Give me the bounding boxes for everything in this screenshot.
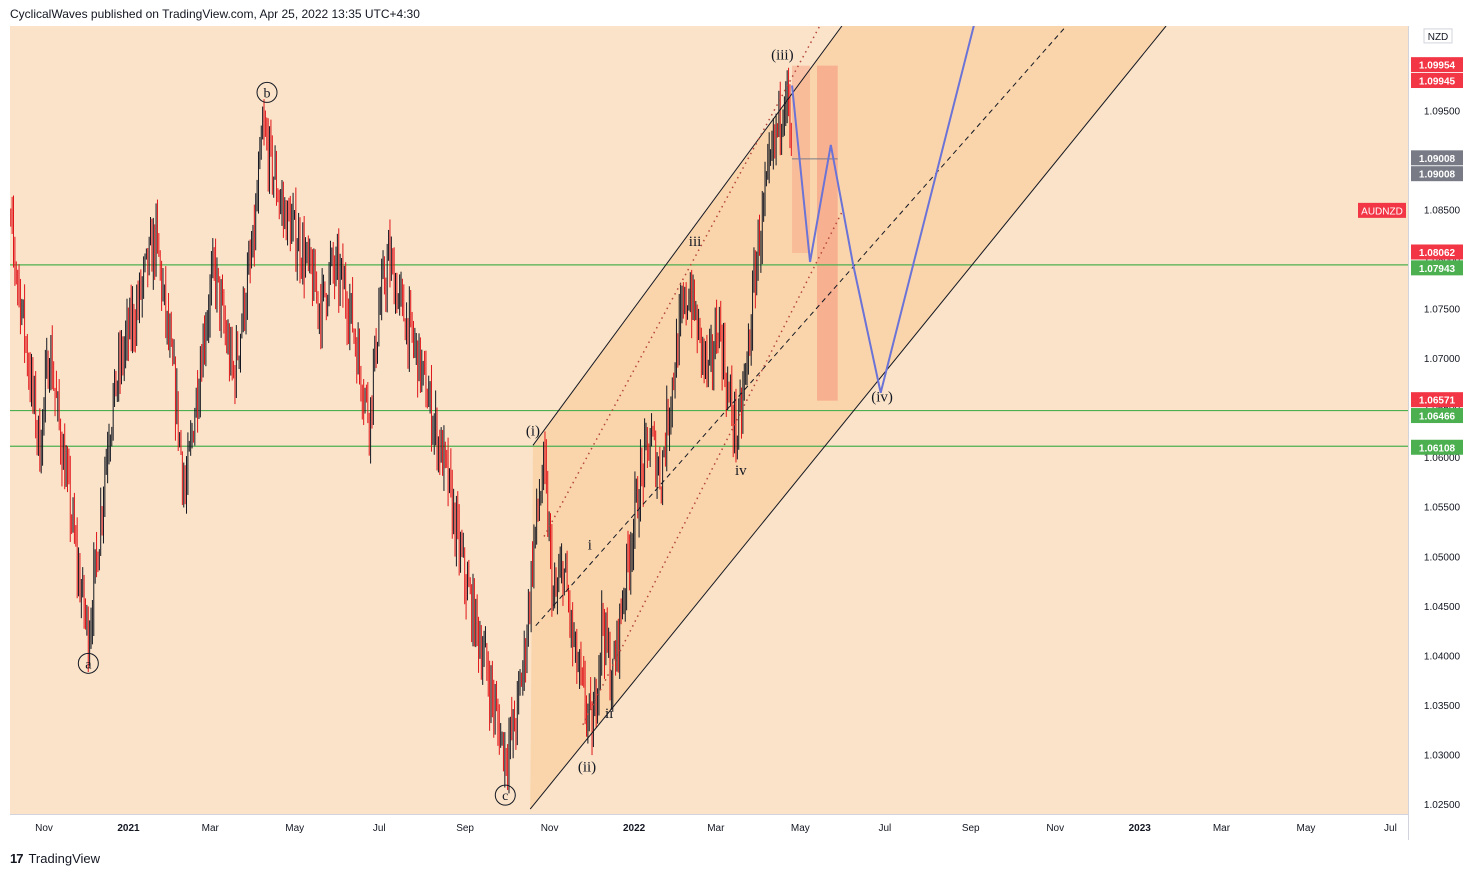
price-tick-label: 1.07000 xyxy=(1424,354,1461,365)
price-tag xyxy=(1411,244,1463,260)
price-tag xyxy=(1411,439,1463,455)
time-tick-label: Jul xyxy=(373,823,386,834)
time-tick-label: Jul xyxy=(1384,823,1397,834)
time-tick-label: Mar xyxy=(707,823,725,834)
price-tag-label: 1.06466 xyxy=(1419,412,1456,423)
wave-label: (ii) xyxy=(578,759,596,775)
wave-label: (iii) xyxy=(771,48,794,64)
price-tick-label: 1.06000 xyxy=(1424,453,1461,464)
price-tag-label: 1.07943 xyxy=(1419,264,1456,275)
price-tick-label: 1.09500 xyxy=(1424,106,1461,117)
publisher-header: CyclicalWaves published on TradingView.c… xyxy=(10,7,420,21)
time-axis-background[interactable] xyxy=(10,815,1408,840)
tradingview-footer[interactable]: 17 TradingView xyxy=(10,851,100,866)
wave-label: ii xyxy=(605,706,613,722)
wave-label: b xyxy=(264,86,271,101)
time-tick-label: Nov xyxy=(1046,823,1064,834)
wave-label-circle xyxy=(494,784,516,806)
time-tick-label: 2021 xyxy=(117,823,140,834)
wave-label: iii xyxy=(689,234,702,250)
tradingview-logo-icon: 17 xyxy=(10,851,24,866)
price-tag xyxy=(1411,408,1463,424)
price-tag-label: 1.09008 xyxy=(1419,170,1456,181)
time-tick-label: Sep xyxy=(962,823,980,834)
wave-label: (i) xyxy=(526,423,540,439)
price-tick-label: 1.05000 xyxy=(1424,552,1461,563)
wave-label: i xyxy=(588,537,592,553)
symbol-tag-label: AUDNZD xyxy=(1361,206,1403,217)
price-tick-label: 1.07500 xyxy=(1424,304,1461,315)
time-tick-label: Jul xyxy=(878,823,891,834)
channel-lower-line xyxy=(529,26,1167,810)
currency-tag xyxy=(1423,28,1453,44)
price-tag-label: 1.09008 xyxy=(1419,154,1456,165)
channel-upper-line xyxy=(532,26,843,446)
currency-tag-label: NZD xyxy=(1428,32,1449,43)
price-tag xyxy=(1411,150,1463,166)
projection-box-2 xyxy=(816,65,838,401)
price-tag xyxy=(1411,260,1463,276)
price-tag-label: 1.06108 xyxy=(1419,443,1456,454)
time-tick-label: Nov xyxy=(35,823,53,834)
price-tick-label: 1.04500 xyxy=(1424,602,1461,613)
price-tag xyxy=(1411,57,1463,73)
time-tick-label: May xyxy=(285,823,304,834)
price-tick-label: 1.03500 xyxy=(1424,701,1461,712)
time-tick-label: Sep xyxy=(456,823,474,834)
time-tick-label: May xyxy=(791,823,810,834)
wave-label: (iv) xyxy=(871,390,893,406)
tradingview-brand: TradingView xyxy=(28,851,101,866)
wave-label: c xyxy=(502,789,508,804)
price-tick-label: 1.03000 xyxy=(1424,751,1461,762)
time-tick-label: 2022 xyxy=(623,823,646,834)
time-tick-label: 2023 xyxy=(1129,823,1152,834)
price-tag-label: 1.09945 xyxy=(1419,77,1456,88)
time-tick-label: Nov xyxy=(541,823,559,834)
price-tag-label: 1.06571 xyxy=(1419,396,1456,407)
wave-label-circle xyxy=(77,652,99,674)
time-tick-label: May xyxy=(1297,823,1316,834)
price-tick-label: 1.05500 xyxy=(1424,503,1461,514)
price-tag xyxy=(1411,166,1463,182)
price-tick-label: 1.08500 xyxy=(1424,205,1461,216)
symbol-tag xyxy=(1358,202,1406,218)
projection-path xyxy=(791,26,975,393)
price-tag-label: 1.08062 xyxy=(1419,248,1456,259)
wave-label: a xyxy=(85,657,92,672)
price-tag-label: 1.09954 xyxy=(1419,61,1456,72)
price-tick-label: 1.04000 xyxy=(1424,651,1461,662)
channel-mid-line xyxy=(535,26,1067,627)
wave-label: iv xyxy=(735,463,747,479)
time-tick-label: Mar xyxy=(1213,823,1231,834)
time-tick-label: Mar xyxy=(202,823,220,834)
price-tag xyxy=(1411,73,1463,89)
price-tick-label: 1.02500 xyxy=(1424,800,1461,811)
price-tag xyxy=(1411,392,1463,408)
wave-label-circle xyxy=(256,81,278,103)
